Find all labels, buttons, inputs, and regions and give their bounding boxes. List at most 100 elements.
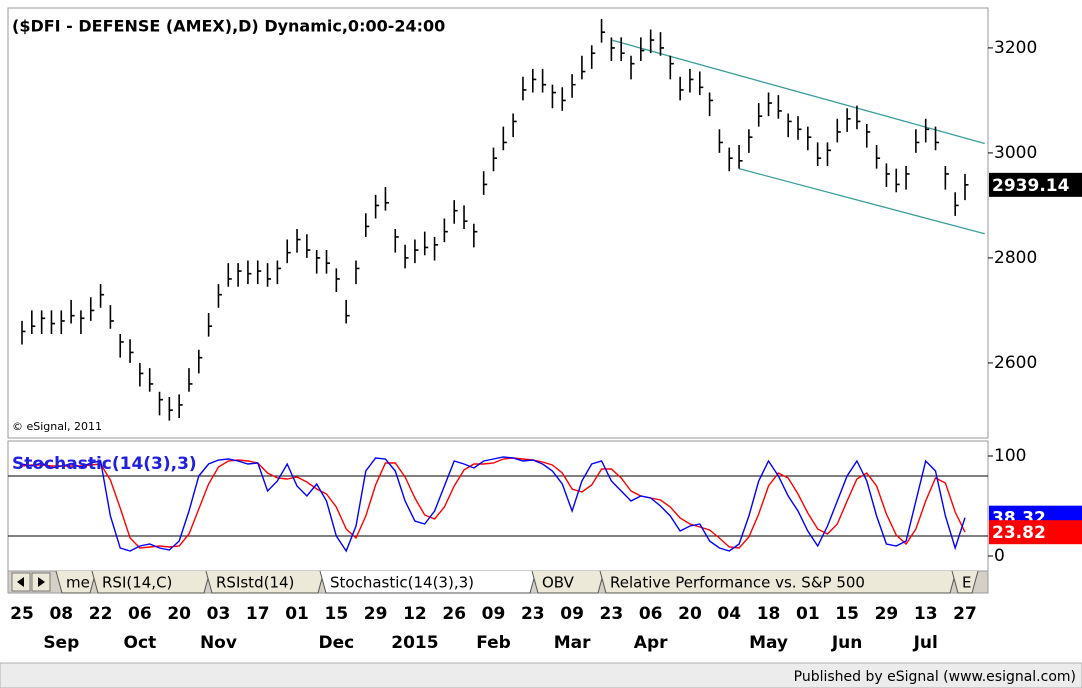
price-bar xyxy=(571,74,576,98)
tab[interactable] xyxy=(599,570,957,594)
price-bar xyxy=(492,147,497,172)
price-bar xyxy=(807,126,812,151)
x-tick-label: 15 xyxy=(324,604,348,624)
tab[interactable] xyxy=(531,570,605,594)
last-price-label-box xyxy=(989,172,1082,197)
trend-channel-line xyxy=(738,168,985,235)
price-bar xyxy=(944,166,949,190)
price-bar xyxy=(168,397,173,421)
price-bar xyxy=(836,118,841,143)
price-bar xyxy=(502,126,507,151)
x-tick-label: 15 xyxy=(835,604,859,624)
y-tick-label: 2600 xyxy=(994,353,1037,373)
price-bar xyxy=(139,362,144,387)
price-bar xyxy=(718,129,723,153)
price-bar xyxy=(875,145,881,169)
price-bar xyxy=(256,260,262,285)
price-bar xyxy=(266,263,272,287)
tab-label[interactable]: Relative Performance vs. S&P 500 xyxy=(610,574,865,592)
price-bar xyxy=(512,113,517,138)
x-tick-label: 01 xyxy=(796,604,820,624)
price-bar xyxy=(620,37,625,62)
trend-channel-line xyxy=(611,39,985,145)
x-tick-label: 09 xyxy=(482,604,506,624)
copyright: © eSignal, 2011 xyxy=(12,420,102,433)
price-bar xyxy=(551,84,556,109)
price-bar xyxy=(816,142,822,167)
price-bar xyxy=(905,166,910,190)
footer-bar xyxy=(0,662,1082,688)
price-bar xyxy=(856,105,861,130)
x-month-label: Nov xyxy=(200,633,237,653)
price-bar xyxy=(414,239,419,264)
price-bar xyxy=(590,45,596,69)
price-bar xyxy=(561,87,566,111)
price-bar xyxy=(473,223,478,248)
price-bar xyxy=(826,142,831,167)
tab-label[interactable]: RSIstd(14) xyxy=(216,574,294,592)
x-tick-label: 25 xyxy=(10,604,34,624)
price-bar xyxy=(433,236,439,261)
tab-label[interactable]: me xyxy=(66,574,90,592)
x-tick-label: 23 xyxy=(600,604,624,624)
x-tick-label: 27 xyxy=(953,604,977,624)
price-bar xyxy=(31,310,36,335)
price-bar xyxy=(846,108,851,132)
price-bar xyxy=(915,129,920,153)
x-month-label: Sep xyxy=(43,633,79,653)
tab-active[interactable] xyxy=(319,570,537,594)
price-bar xyxy=(728,147,733,172)
price-bar xyxy=(443,218,448,243)
price-bar xyxy=(119,334,124,358)
stochastic-panel xyxy=(7,440,989,572)
price-bar xyxy=(885,163,890,188)
price-bar xyxy=(60,310,65,335)
x-month-label: Oct xyxy=(124,633,157,653)
price-bar xyxy=(207,313,213,337)
price-bar xyxy=(404,244,409,269)
price-bar xyxy=(748,129,753,153)
price-bar xyxy=(865,124,871,148)
x-tick-label: 17 xyxy=(246,604,270,624)
price-bar xyxy=(365,213,370,237)
arrow-right-icon xyxy=(38,577,45,587)
price-bar xyxy=(21,320,26,345)
tab-label[interactable]: RSI(14,C) xyxy=(102,574,172,592)
price-bar xyxy=(315,250,321,274)
x-tick-label: 06 xyxy=(128,604,152,624)
price-bar xyxy=(659,32,664,56)
x-tick-label: 18 xyxy=(757,604,781,624)
price-bar xyxy=(924,118,930,143)
price-bar xyxy=(89,297,95,321)
x-tick-label: 12 xyxy=(403,604,427,624)
tab[interactable] xyxy=(91,570,211,594)
price-bar xyxy=(237,263,242,287)
tab-label[interactable]: OBV xyxy=(542,574,575,592)
price-bar xyxy=(600,19,606,43)
price-bar xyxy=(374,194,380,219)
price-bar xyxy=(188,368,193,392)
tab-label[interactable]: E xyxy=(962,574,971,592)
price-bar xyxy=(227,263,232,287)
chart-title: ($DFI - DEFENSE (AMEX),D) Dynamic,0:00-2… xyxy=(12,17,445,36)
tab-label[interactable]: Stochastic(14(3),3) xyxy=(330,574,474,592)
price-bar xyxy=(797,116,802,140)
arrow-left-icon xyxy=(17,577,24,587)
price-bar xyxy=(757,103,763,127)
tab[interactable] xyxy=(205,570,325,594)
price-bar xyxy=(738,145,743,169)
tab[interactable] xyxy=(951,570,979,594)
y-tick-label: 0 xyxy=(994,546,1005,566)
price-bar xyxy=(99,284,105,308)
x-tick-label: 29 xyxy=(875,604,899,624)
last-stochastic-label-box xyxy=(989,520,1082,545)
price-bar xyxy=(296,229,301,253)
price-bar xyxy=(148,368,154,392)
x-tick-label: 26 xyxy=(442,604,466,624)
x-month-label: Apr xyxy=(634,633,668,653)
price-bar xyxy=(708,92,714,117)
tab[interactable] xyxy=(55,570,97,594)
y-tick-label: 2800 xyxy=(994,248,1037,268)
x-month-label: 2015 xyxy=(391,633,438,653)
